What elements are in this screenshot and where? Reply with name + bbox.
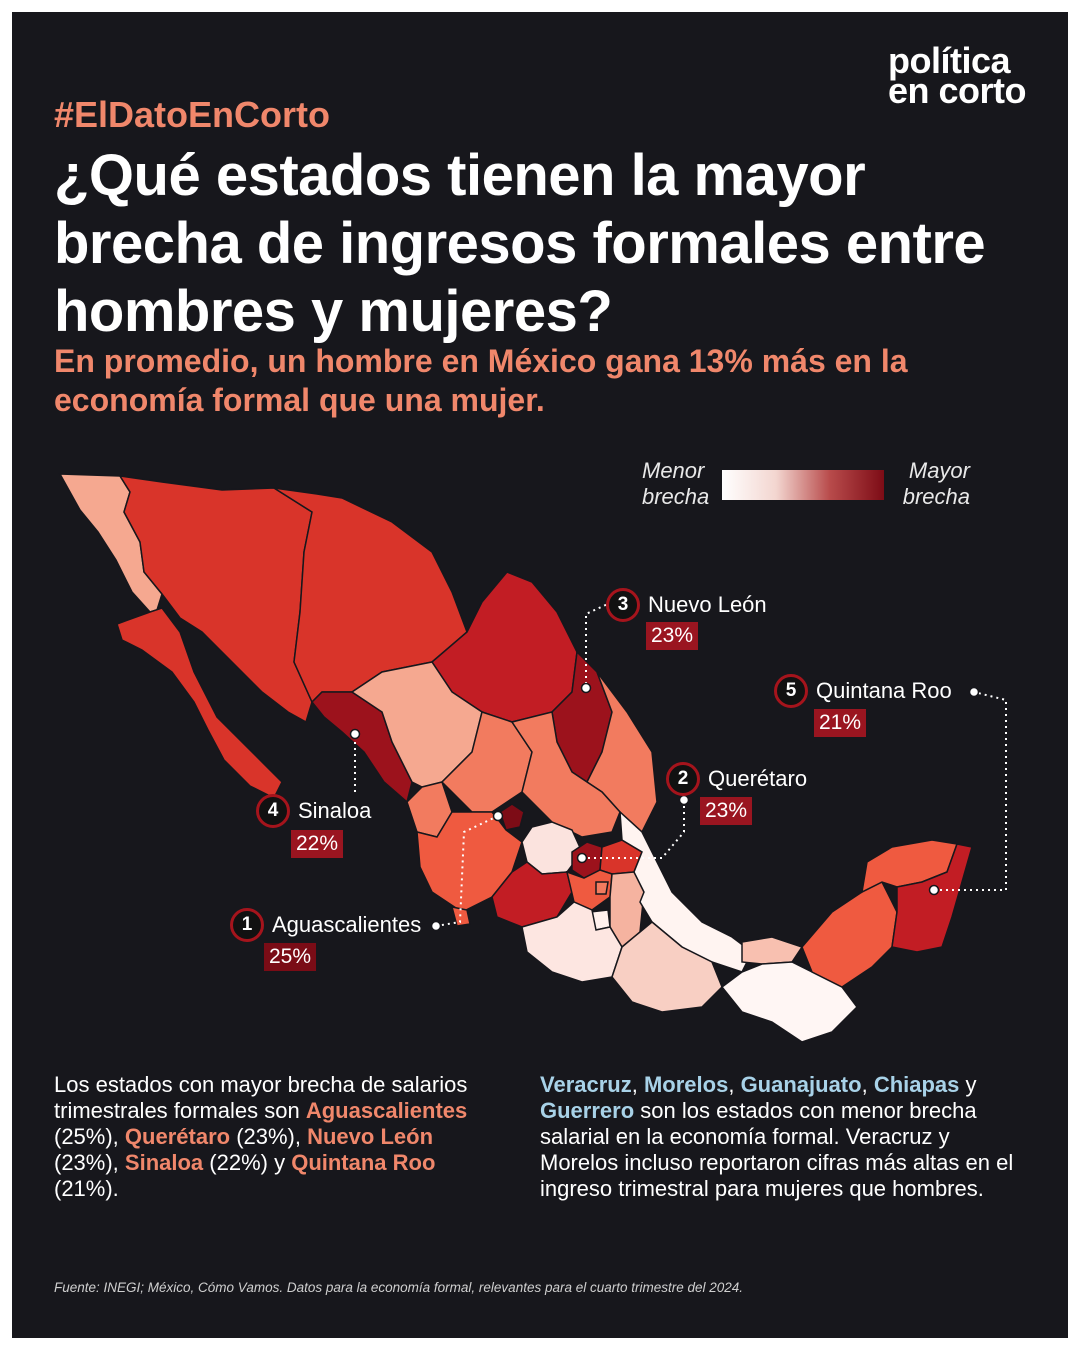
state-oaxaca xyxy=(611,921,723,1013)
callout-state: Quintana Roo xyxy=(816,678,952,703)
state-guerrero xyxy=(521,901,623,983)
highlight-state: Guanajuato xyxy=(740,1072,862,1097)
callout-sinaloa: 4 Sinaloa xyxy=(256,794,371,828)
state-campeche xyxy=(801,880,898,988)
callout-state: Querétaro xyxy=(708,766,808,791)
legend-high-label: Mayor brecha xyxy=(894,458,970,510)
separator: , xyxy=(861,1072,874,1097)
highlight-state: Nuevo León xyxy=(307,1124,434,1149)
dot-queretaro xyxy=(576,852,588,864)
callout-nuevo-leon: 3 Nuevo León xyxy=(606,588,767,622)
rank-badge: 4 xyxy=(256,794,290,828)
state-jalisco xyxy=(416,811,523,913)
dot-quintana-roo xyxy=(928,884,940,896)
left-text-value: (22%) y xyxy=(203,1150,292,1175)
callout-value-nuevo-leon: 23% xyxy=(646,622,699,650)
leader-nuevo-leon xyxy=(585,601,613,690)
callout-state: Nuevo León xyxy=(648,592,767,617)
highlight-state: Quintana Roo xyxy=(291,1150,436,1175)
state-aguascalientes xyxy=(499,803,525,831)
dot-aguascalientes xyxy=(492,810,504,822)
left-paragraph: Los estados con mayor brecha de salarios… xyxy=(54,1072,474,1202)
leader-aguascalientes xyxy=(435,815,499,927)
state-colima xyxy=(450,906,471,927)
highlight-state: Chiapas xyxy=(873,1072,960,1097)
callout-leaders xyxy=(354,601,1007,927)
dot-queretaro-label xyxy=(678,794,690,806)
state-san-luis-potosi xyxy=(510,711,621,838)
callout-value-aguascalientes: 25% xyxy=(264,943,317,971)
highlight-state: Morelos xyxy=(643,1072,729,1097)
state-cdmx xyxy=(595,881,609,895)
state-quintana-roo xyxy=(891,843,973,953)
left-text-intro: Los estados con mayor brecha de salarios… xyxy=(54,1072,468,1123)
hashtag: #ElDatoEnCorto xyxy=(54,94,331,135)
state-sinaloa xyxy=(310,691,413,804)
legend-low-line-2: brecha xyxy=(642,484,710,509)
rank-badge: 5 xyxy=(774,674,808,708)
dot-quintana-roo-label xyxy=(968,686,980,698)
highlight-state: Guerrero xyxy=(540,1098,635,1123)
highlight-state: Querétaro xyxy=(124,1124,231,1149)
dot-nuevo-leon xyxy=(580,682,592,694)
separator: , xyxy=(728,1072,741,1097)
map-legend: Menor brecha Mayor brecha xyxy=(632,458,992,518)
legend-high-line-1: Mayor xyxy=(908,458,970,483)
brand-line-2: en corto xyxy=(887,70,1027,111)
brand-logo: política en corto xyxy=(887,40,1027,111)
rank-badge: 3 xyxy=(606,588,640,622)
highlight-state: Aguascalientes xyxy=(305,1098,468,1123)
highlight-state: Sinaloa xyxy=(124,1150,204,1175)
page-title: ¿Qué estados tienen la mayor brecha de i… xyxy=(54,143,986,344)
state-tabasco xyxy=(741,936,804,965)
subtitle: En promedio, un hombre en México gana 13… xyxy=(54,343,908,418)
separator: y xyxy=(959,1072,977,1097)
legend-gradient-bar xyxy=(722,470,884,500)
state-baja-california-sur xyxy=(116,607,283,800)
separator: , xyxy=(631,1072,644,1097)
right-text-body: son los estados con menor brecha salaria… xyxy=(540,1098,1014,1201)
rank-badge: 2 xyxy=(666,762,700,796)
left-text-value: (23%), xyxy=(230,1124,308,1149)
callout-value-quintana-roo: 21% xyxy=(814,709,867,737)
left-text-value: (25%), xyxy=(54,1124,125,1149)
callout-quintana-roo: 5 Quintana Roo xyxy=(774,674,952,708)
callout-value-queretaro: 23% xyxy=(700,797,753,825)
left-text-value: (23%), xyxy=(54,1150,125,1175)
leader-queretaro xyxy=(582,802,685,859)
left-text-value: (21%). xyxy=(54,1176,119,1201)
callout-aguascalientes: 1 Aguascalientes xyxy=(230,908,421,942)
callout-queretaro: 2 Querétaro xyxy=(666,762,807,796)
mexico-map xyxy=(58,473,1007,1043)
brand-line-1: política xyxy=(887,40,1011,81)
callout-state: Sinaloa xyxy=(298,798,372,823)
legend-high-line-2: brecha xyxy=(902,484,970,509)
state-chiapas xyxy=(720,961,858,1043)
right-paragraph: Veracruz, Morelos, Guanajuato, Chiapas y… xyxy=(540,1072,1030,1202)
callout-state: Aguascalientes xyxy=(272,912,422,937)
dot-aguascalientes-label xyxy=(430,920,442,932)
rank-badge: 1 xyxy=(230,908,264,942)
highlight-state: Veracruz xyxy=(540,1072,632,1097)
legend-low-line-1: Menor xyxy=(642,458,705,483)
leader-quintana-roo xyxy=(934,691,1007,891)
callout-value-sinaloa: 22% xyxy=(291,830,344,858)
source-note: Fuente: INEGI; México, Cómo Vamos. Datos… xyxy=(54,1280,744,1295)
legend-low-label: Menor brecha xyxy=(642,458,709,510)
infographic-frame: política en corto #ElDatoEnCorto ¿Qué es… xyxy=(12,12,1068,1338)
dot-sinaloa xyxy=(349,728,361,740)
